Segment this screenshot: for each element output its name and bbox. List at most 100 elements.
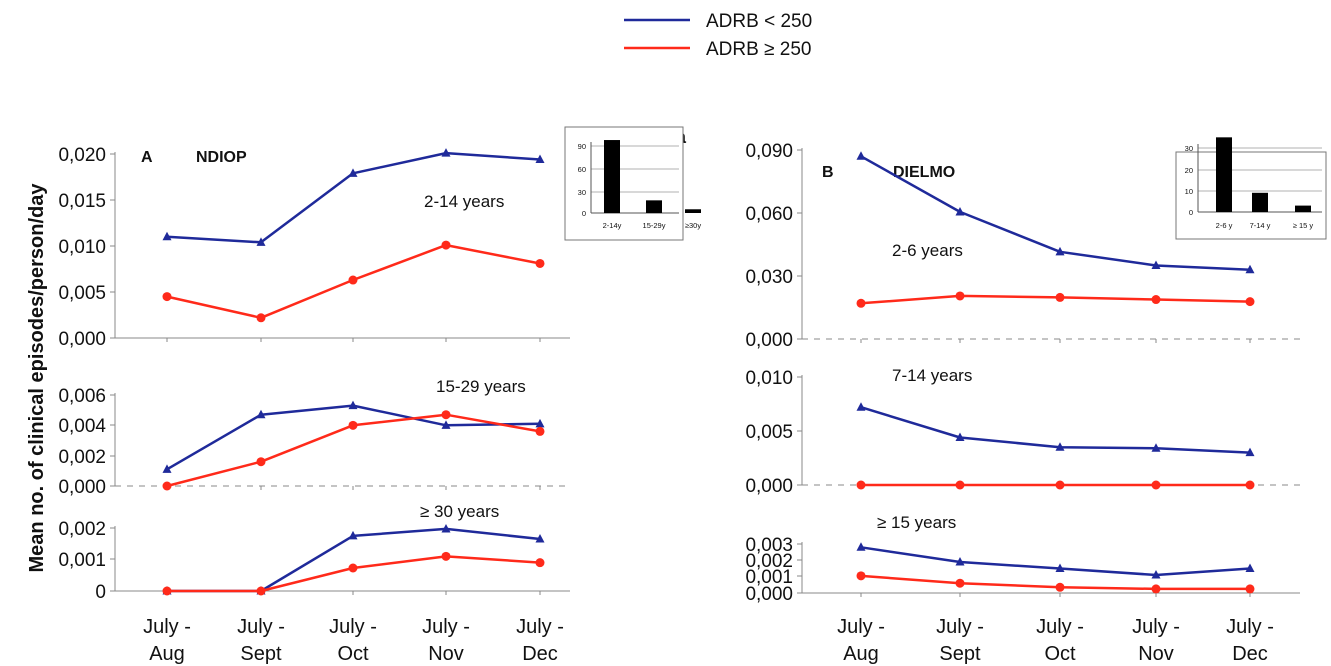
data-point-circle — [162, 481, 172, 491]
data-point-triangle — [535, 534, 545, 543]
inset-y-tick-label: 30 — [1185, 144, 1193, 153]
data-point-circle — [856, 480, 866, 490]
group-label-15plus: ≥ 15 years — [877, 513, 956, 532]
data-point-circle — [348, 563, 358, 573]
x-axis-labels-a: July - Aug July - Sept July - Oct July -… — [143, 616, 564, 665]
y-tick-label: 0,010 — [745, 368, 793, 389]
line-chart-2: 0,000 0,002 0,004 0,006 — [58, 386, 570, 498]
inset-x-tick-label: ≥ 15 y — [1293, 221, 1314, 230]
y-tick-label: 0,000 — [745, 584, 793, 605]
x-tick-label: July - — [422, 616, 470, 638]
data-point-triangle — [162, 464, 172, 473]
panel-b-letter: B — [822, 164, 834, 181]
panel-a-site: NDIOP — [196, 149, 247, 166]
inset-y-tick-label: 20 — [1185, 166, 1193, 175]
legend-label-high: ADRB ≥ 250 — [706, 39, 811, 60]
data-point-triangle — [1055, 442, 1065, 451]
inset-frame — [1175, 151, 1327, 240]
legend-label-low: ADRB < 250 — [706, 11, 812, 32]
y-tick-label: 0 — [95, 582, 106, 603]
data-point-triangle — [1245, 264, 1255, 274]
data-point-triangle — [955, 206, 965, 216]
data-point-circle — [348, 275, 358, 285]
x-tick-label: July - — [143, 616, 191, 638]
inset-bar — [685, 209, 701, 213]
y-tick-label: 0,001 — [745, 567, 793, 588]
data-point-triangle — [856, 402, 866, 411]
data-point-triangle — [1151, 260, 1161, 269]
data-point-triangle — [256, 409, 266, 419]
y-tick-label: 0,005 — [58, 283, 106, 304]
x-tick-label: Aug — [843, 643, 879, 665]
data-point-triangle — [1245, 447, 1255, 457]
data-point-circle — [955, 291, 965, 301]
data-point-circle — [1151, 480, 1161, 490]
inset-y-tick-label: 60 — [578, 165, 586, 174]
data-point-triangle — [535, 418, 545, 428]
y-tick-label: 0,005 — [745, 422, 793, 443]
y-tick-label: 0,000 — [58, 329, 106, 350]
data-point-circle — [535, 558, 545, 568]
y-axis-label: Mean no. of clinical episodes/person/day — [26, 183, 48, 573]
group-label-30plus: ≥ 30 years — [420, 502, 499, 521]
x-tick-label: Nov — [428, 643, 464, 665]
series-line-low — [860, 546, 1251, 577]
x-tick-label: Sept — [939, 643, 981, 665]
inset-y-tick-label: 0 — [582, 209, 586, 218]
inset-bar — [1216, 137, 1232, 212]
x-tick-label: Dec — [1232, 643, 1268, 665]
data-point-triangle — [348, 530, 358, 540]
series-line-high — [860, 574, 1250, 591]
data-point-circle — [256, 457, 266, 467]
data-point-circle — [1151, 295, 1161, 305]
line-chart-5: 0,000 0,005 0,010 — [745, 368, 1300, 497]
line-chart-4: 0,000 0,030 0,060 0,090 — [745, 141, 1300, 351]
x-tick-label: Aug — [149, 643, 185, 665]
data-point-triangle — [856, 542, 866, 551]
x-tick-label: July - — [1226, 616, 1274, 638]
data-point-circle — [856, 298, 866, 308]
y-tick-label: 0,006 — [58, 386, 106, 407]
y-tick-label: 0,002 — [58, 519, 106, 540]
x-tick-label: Oct — [1044, 643, 1076, 665]
group-label-2-14: 2-14 years — [424, 192, 504, 211]
y-tick-label: 0,030 — [745, 267, 793, 288]
x-tick-label: Sept — [240, 643, 282, 665]
data-point-circle — [1055, 582, 1065, 592]
y-tick-label: 0,003 — [745, 535, 793, 556]
series-line-low — [860, 406, 1251, 454]
x-tick-label: Oct — [337, 643, 369, 665]
inset-x-tick-label: ≥30y — [685, 221, 701, 230]
data-point-circle — [441, 551, 451, 561]
series-line-low — [166, 404, 541, 471]
inset-x-tick-label: 7-14 y — [1250, 221, 1271, 230]
x-axis-labels-b: July - Aug July - Sept July - Oct July -… — [837, 616, 1274, 665]
x-tick-label: July - — [1036, 616, 1084, 638]
y-tick-label: 0,000 — [745, 476, 793, 497]
inset-y-tick-label: 30 — [578, 188, 586, 197]
data-point-triangle — [1055, 246, 1065, 256]
data-point-triangle — [1245, 563, 1255, 572]
data-point-triangle — [348, 168, 358, 177]
data-point-triangle — [256, 237, 266, 246]
data-point-circle — [441, 240, 451, 250]
group-label-7-14: 7-14 years — [892, 366, 972, 385]
data-point-circle — [1151, 584, 1161, 594]
series-line-high — [860, 294, 1251, 305]
y-tick-label: 0,004 — [58, 416, 106, 437]
y-tick-label: 0,001 — [58, 550, 106, 571]
data-point-triangle — [1151, 443, 1161, 452]
data-point-circle — [856, 571, 866, 581]
y-tick-label: 0,060 — [745, 204, 793, 225]
data-point-circle — [1055, 480, 1065, 490]
data-point-triangle — [1055, 563, 1065, 572]
y-tick-label: 0,000 — [745, 330, 793, 351]
legend: ADRB < 250 ADRB ≥ 250 — [624, 11, 812, 60]
y-tick-label: 0,090 — [745, 141, 793, 162]
x-tick-label: Nov — [1138, 643, 1174, 665]
y-tick-label: 0,002 — [58, 447, 106, 468]
inset-y-tick-label: 10 — [1185, 187, 1193, 196]
x-tick-label: July - — [237, 616, 285, 638]
